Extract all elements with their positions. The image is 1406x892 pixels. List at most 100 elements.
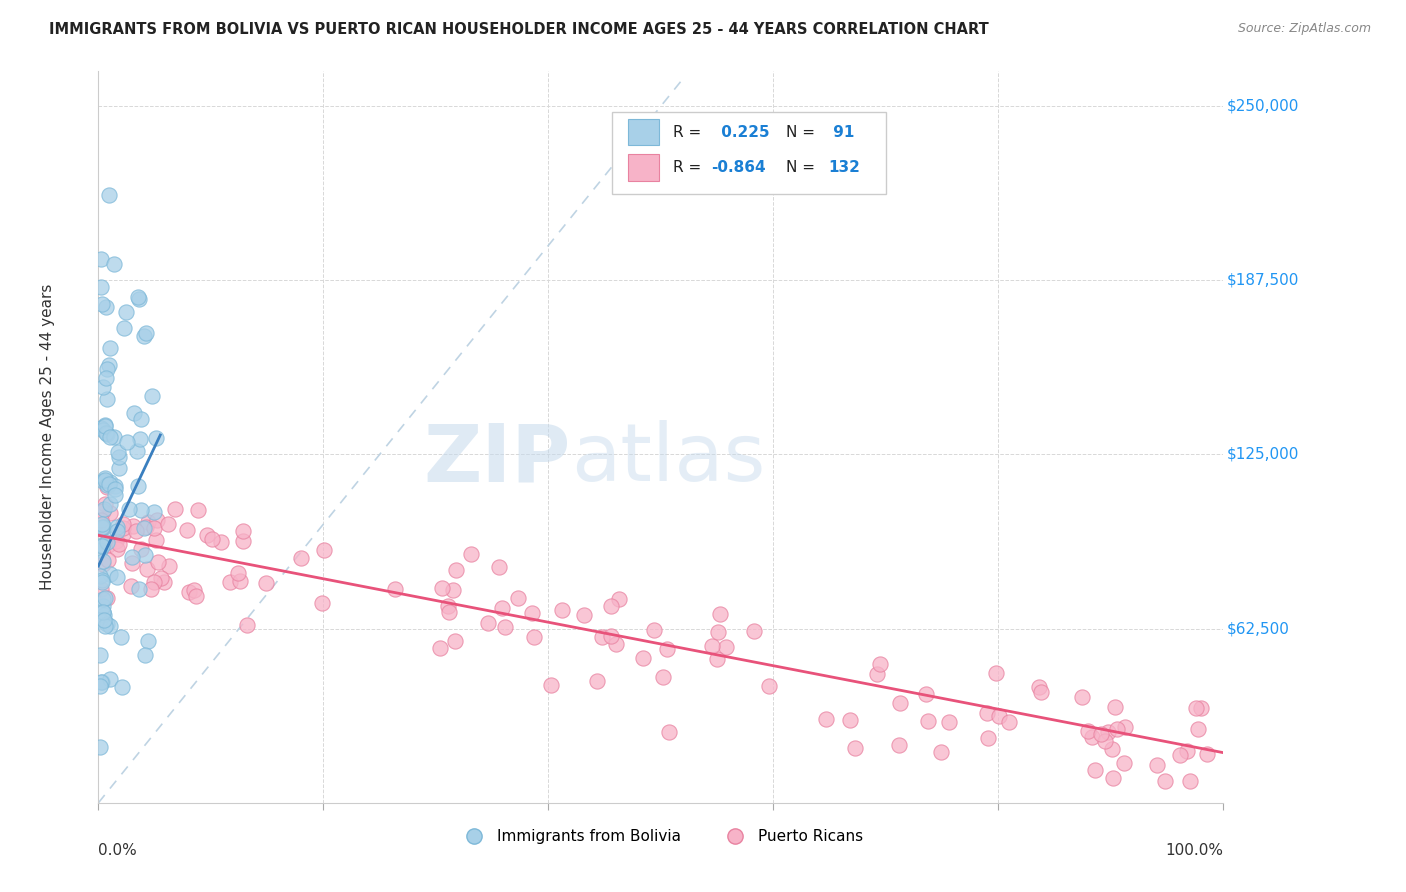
Point	[1028, 680, 1050, 694]
Point	[429, 640, 451, 655]
Point	[93, 501, 115, 516]
Point	[94, 418, 117, 433]
Point	[1084, 763, 1107, 777]
Point	[93, 605, 115, 619]
Point	[94, 418, 117, 433]
Point	[138, 515, 160, 529]
Point	[869, 657, 891, 671]
Point	[141, 388, 163, 402]
Point	[90, 512, 112, 526]
Point	[114, 305, 136, 319]
Point	[157, 516, 180, 531]
Point	[93, 591, 115, 606]
Point	[110, 630, 132, 644]
Point	[599, 599, 621, 614]
Legend: Immigrants from Bolivia, Puerto Ricans: Immigrants from Bolivia, Puerto Ricans	[453, 822, 869, 850]
Point	[706, 652, 728, 666]
Point	[1154, 773, 1177, 788]
Point	[143, 574, 166, 589]
Point	[104, 479, 127, 493]
Point	[1090, 726, 1112, 740]
Point	[122, 407, 145, 421]
Point	[111, 516, 134, 531]
Point	[96, 480, 118, 494]
Point	[98, 430, 121, 444]
Point	[90, 522, 112, 536]
Point	[219, 574, 242, 589]
Point	[96, 427, 118, 442]
Point	[200, 533, 222, 547]
Point	[103, 430, 125, 444]
Point	[984, 666, 1007, 681]
Point	[232, 524, 254, 538]
Point	[89, 543, 111, 558]
Point	[105, 534, 128, 549]
Point	[93, 423, 115, 437]
Point	[1094, 734, 1116, 748]
Point	[97, 553, 120, 567]
Point	[460, 547, 482, 561]
Point	[1178, 773, 1201, 788]
Point	[115, 435, 138, 450]
Point	[929, 745, 952, 759]
Point	[94, 300, 117, 314]
Point	[97, 358, 120, 372]
Point	[599, 629, 621, 643]
Point	[477, 615, 499, 630]
Point	[91, 504, 114, 518]
Text: ZIP: ZIP	[423, 420, 571, 498]
Point	[157, 558, 180, 573]
Point	[153, 574, 176, 589]
Point	[184, 590, 207, 604]
Point	[98, 506, 121, 520]
Point	[165, 502, 187, 516]
Point	[96, 591, 118, 605]
Text: $125,000: $125,000	[1226, 447, 1299, 462]
Point	[441, 583, 464, 598]
Point	[976, 706, 998, 721]
Text: R =: R =	[673, 161, 702, 175]
Point	[104, 488, 127, 502]
Point	[105, 541, 128, 556]
Point	[145, 533, 167, 547]
Point	[90, 538, 112, 552]
Point	[1077, 723, 1099, 738]
Point	[1114, 721, 1136, 735]
Text: 0.225: 0.225	[716, 125, 769, 139]
Point	[125, 444, 148, 458]
Text: 100.0%: 100.0%	[1166, 843, 1223, 858]
Point	[814, 712, 837, 726]
Point	[430, 581, 453, 595]
Point	[229, 574, 252, 589]
Point	[97, 538, 120, 552]
Point	[491, 601, 513, 615]
Point	[146, 513, 169, 527]
Point	[107, 461, 129, 475]
Point	[89, 740, 111, 755]
Point	[132, 521, 155, 535]
Point	[90, 574, 112, 588]
Point	[90, 519, 112, 533]
Point	[122, 519, 145, 533]
Text: R =: R =	[673, 125, 707, 139]
Point	[94, 471, 117, 485]
Point	[136, 634, 159, 648]
Point	[1107, 722, 1129, 736]
Point	[938, 714, 960, 729]
Text: N =: N =	[786, 161, 820, 175]
Point	[1112, 756, 1135, 771]
Point	[93, 613, 115, 627]
Point	[90, 252, 112, 267]
Point	[90, 280, 112, 294]
Text: Householder Income Ages 25 - 44 years: Householder Income Ages 25 - 44 years	[41, 284, 55, 591]
Point	[1029, 685, 1052, 699]
Point	[643, 624, 665, 638]
Point	[652, 670, 675, 684]
Point	[988, 709, 1011, 723]
Point	[98, 188, 121, 202]
Point	[609, 592, 631, 607]
Point	[128, 432, 150, 446]
Point	[90, 297, 112, 311]
Point	[128, 292, 150, 306]
Point	[93, 591, 115, 606]
